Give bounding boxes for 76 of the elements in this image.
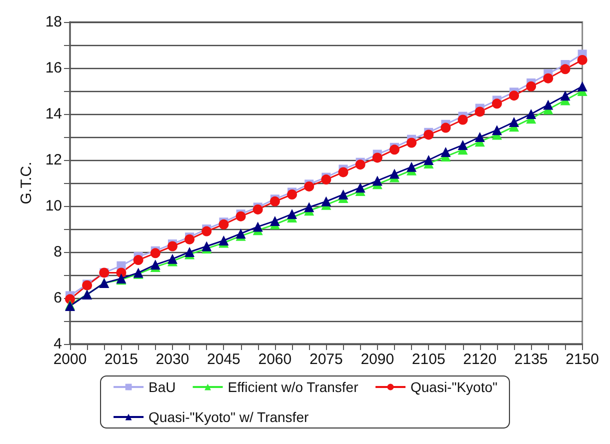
point — [304, 181, 314, 192]
point — [406, 162, 417, 172]
point — [167, 241, 178, 252]
point — [577, 54, 588, 65]
point — [560, 90, 570, 101]
legend-label: Quasi-"Kyoto" w/ Transfer — [148, 409, 309, 425]
y-tick-label: 4 — [54, 336, 62, 352]
point — [509, 90, 520, 101]
point — [543, 73, 554, 84]
point — [252, 222, 263, 232]
point — [167, 254, 178, 264]
x-tick-label: 2120 — [463, 351, 497, 368]
point — [202, 226, 212, 236]
legend-label: Efficient w/o Transfer — [228, 379, 359, 395]
point — [236, 211, 246, 222]
y-tick-label: 18 — [45, 14, 62, 30]
y-tick-label: 16 — [45, 60, 62, 76]
point — [526, 109, 536, 119]
point — [474, 132, 485, 142]
point — [474, 106, 485, 117]
point — [543, 100, 554, 110]
point — [287, 190, 298, 200]
x-tick-label: 2150 — [566, 351, 600, 368]
x-tick-label: 2135 — [514, 351, 548, 368]
point — [492, 125, 502, 136]
legend-label: Quasi-"Kyoto" — [410, 379, 498, 395]
point — [406, 138, 417, 148]
point — [372, 152, 382, 163]
point — [184, 247, 195, 257]
point — [304, 202, 314, 212]
point — [458, 140, 468, 150]
y-tick-label: 8 — [54, 244, 62, 260]
y-tick-label: 6 — [54, 290, 62, 306]
point — [270, 216, 280, 226]
point — [424, 155, 434, 165]
point — [509, 117, 520, 128]
point — [287, 209, 298, 220]
point — [458, 114, 468, 125]
point — [372, 176, 382, 186]
point — [577, 81, 588, 92]
point — [355, 182, 366, 193]
point — [389, 168, 400, 179]
point — [150, 248, 160, 258]
point — [355, 160, 366, 170]
point — [440, 146, 451, 157]
point — [218, 219, 229, 230]
point — [526, 81, 536, 92]
point — [65, 294, 75, 304]
point — [389, 144, 400, 155]
x-tick-label: 2030 — [156, 351, 190, 368]
y-tick-label: 14 — [45, 106, 62, 122]
point — [133, 255, 144, 266]
point — [338, 190, 348, 200]
point — [321, 174, 332, 185]
x-tick-label: 2060 — [258, 351, 292, 368]
point — [270, 196, 280, 206]
y-tick-label: 10 — [45, 198, 62, 214]
y-tick-label: 12 — [45, 152, 62, 168]
point — [424, 130, 434, 140]
x-tick-label: 2075 — [309, 351, 343, 368]
x-tick-label: 2045 — [207, 351, 240, 368]
x-tick-label: 2105 — [412, 351, 446, 368]
point — [338, 167, 348, 178]
point — [184, 234, 195, 244]
point — [321, 196, 332, 206]
point — [560, 64, 570, 74]
point — [218, 236, 229, 246]
legend-label: BaU — [148, 379, 176, 395]
x-tick-label: 2000 — [53, 351, 87, 368]
y-axis-title: G.T.C. — [18, 162, 35, 204]
point — [202, 241, 212, 252]
point — [492, 98, 502, 109]
x-tick-label: 2015 — [104, 351, 138, 368]
x-tick-label: 2090 — [360, 351, 394, 368]
point — [440, 122, 451, 133]
point — [252, 204, 263, 214]
